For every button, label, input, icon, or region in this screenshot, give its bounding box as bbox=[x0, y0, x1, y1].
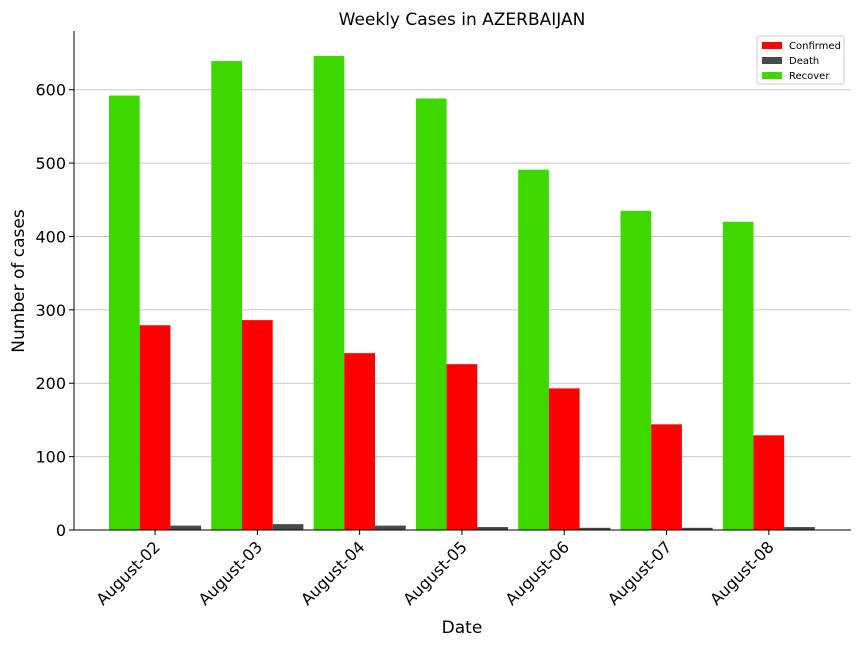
bar-death bbox=[784, 527, 815, 530]
y-tick-label: 400 bbox=[35, 227, 66, 246]
bar-death bbox=[170, 525, 202, 530]
bar-confirmed bbox=[548, 388, 580, 530]
bar-recover bbox=[109, 95, 140, 530]
bar-death bbox=[272, 524, 304, 530]
bar-death bbox=[681, 527, 713, 530]
bars bbox=[109, 55, 815, 531]
bar-confirmed bbox=[344, 353, 375, 530]
y-tick-label: 500 bbox=[35, 154, 66, 173]
y-tick-label: 0 bbox=[56, 521, 66, 540]
bar-confirmed bbox=[139, 325, 171, 530]
y-tick-label: 200 bbox=[35, 374, 66, 393]
x-axis-label: Date bbox=[442, 618, 483, 638]
x-tick-label: August-04 bbox=[297, 537, 369, 609]
legend-label: Confirmed bbox=[789, 41, 841, 52]
y-tick-label: 300 bbox=[35, 301, 66, 320]
y-ticks: 0 100 200 300 400 500 600 bbox=[35, 81, 74, 540]
legend-label: Recover bbox=[789, 71, 830, 82]
bar-recover bbox=[211, 61, 242, 531]
bar-recover bbox=[313, 55, 345, 530]
bar-confirmed bbox=[446, 364, 478, 530]
bar-recover bbox=[518, 169, 549, 531]
bar-recover bbox=[415, 98, 447, 530]
legend: Confirmed Death Recover bbox=[756, 35, 845, 85]
bar-confirmed bbox=[242, 320, 273, 530]
bar-recover bbox=[620, 210, 652, 531]
x-tick-label: August-07 bbox=[604, 537, 676, 609]
x-tick-label: August-03 bbox=[195, 537, 267, 609]
bar-confirmed bbox=[753, 435, 785, 530]
x-tick-label: August-05 bbox=[399, 537, 471, 609]
chart-title: Weekly Cases in AZERBAIJAN bbox=[339, 10, 586, 30]
y-axis-label: Number of cases bbox=[9, 209, 29, 353]
legend-swatch bbox=[762, 42, 782, 49]
y-tick-label: 600 bbox=[35, 81, 66, 100]
bar-death bbox=[579, 527, 611, 530]
x-tick-label: August-06 bbox=[502, 537, 574, 609]
legend-swatch bbox=[762, 72, 782, 79]
bar-confirmed bbox=[651, 424, 682, 530]
bar-death bbox=[477, 527, 508, 530]
bar-death bbox=[375, 525, 406, 530]
bar-recover bbox=[722, 221, 754, 530]
legend-swatch bbox=[762, 57, 782, 64]
y-tick-label: 100 bbox=[35, 448, 66, 467]
x-ticks: August-02 August-03 August-04 August-05 Augu… bbox=[92, 530, 778, 609]
x-tick-label: August-02 bbox=[92, 537, 164, 609]
x-tick-label: August-08 bbox=[706, 537, 778, 609]
gridlines bbox=[74, 89, 851, 458]
legend-label: Death bbox=[789, 56, 819, 67]
